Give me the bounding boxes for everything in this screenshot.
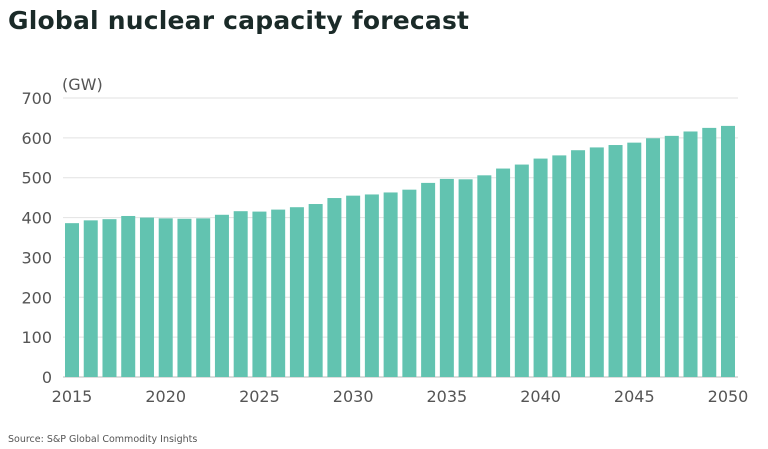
y-axis-unit-label: (GW): [62, 75, 103, 94]
bar-2042: [571, 150, 586, 377]
y-tick-label: 100: [21, 328, 52, 347]
bar-2028: [308, 204, 323, 377]
bar-2015: [65, 223, 79, 377]
y-tick-label: 400: [21, 209, 52, 228]
bar-2030: [346, 195, 361, 377]
y-tick-label: 600: [21, 129, 52, 148]
y-tick-label: 300: [21, 248, 52, 267]
bar-2050: [721, 125, 735, 378]
bar-2024: [233, 211, 248, 377]
bar-2031: [364, 194, 379, 377]
bar-2016: [83, 220, 98, 377]
bar-2026: [271, 209, 286, 377]
bar-2049: [702, 127, 717, 378]
chart-title: Global nuclear capacity forecast: [8, 6, 470, 35]
x-tick-label: 2020: [145, 387, 186, 406]
y-tick-label: 700: [21, 89, 52, 108]
bar-2027: [289, 207, 304, 377]
bar-2023: [214, 214, 229, 377]
bar-2037: [477, 175, 492, 377]
x-tick-label: 2015: [52, 387, 93, 406]
bar-2041: [552, 155, 567, 377]
bar-2021: [177, 218, 192, 377]
x-tick-label: 2040: [520, 387, 561, 406]
bar-2018: [121, 215, 136, 377]
x-tick-label: 2045: [614, 387, 655, 406]
bar-2020: [158, 218, 173, 377]
bar-2045: [627, 142, 642, 377]
x-tick-label: 2050: [708, 387, 749, 406]
bar-2038: [496, 168, 511, 377]
bar-2032: [383, 192, 398, 377]
x-tick-label: 2030: [333, 387, 374, 406]
bar-2039: [514, 164, 529, 377]
x-tick-label: 2025: [239, 387, 280, 406]
bar-2035: [439, 178, 454, 377]
y-tick-label: 200: [21, 288, 52, 307]
bar-2046: [646, 138, 661, 377]
bar-2022: [196, 218, 211, 377]
bar-2034: [421, 182, 436, 377]
bar-2043: [589, 147, 604, 377]
bar-2047: [664, 135, 679, 377]
bar-2044: [608, 145, 623, 377]
y-tick-label: 500: [21, 169, 52, 188]
y-tick-label: 0: [42, 368, 52, 387]
source-note: Source: S&P Global Commodity Insights: [8, 434, 198, 445]
bar-2033: [402, 189, 417, 377]
bar-2040: [533, 158, 548, 377]
bar-2017: [102, 219, 117, 377]
bar-chart: 0 100 200 300 400 500 600 700 (GW) 2015 2020 2025 20…: [21, 75, 749, 406]
bar-2048: [683, 131, 698, 377]
bar-2025: [252, 211, 267, 377]
x-tick-label: 2035: [426, 387, 467, 406]
bar-2019: [139, 217, 154, 377]
bar-2029: [327, 198, 342, 377]
bar-2036: [458, 179, 473, 377]
